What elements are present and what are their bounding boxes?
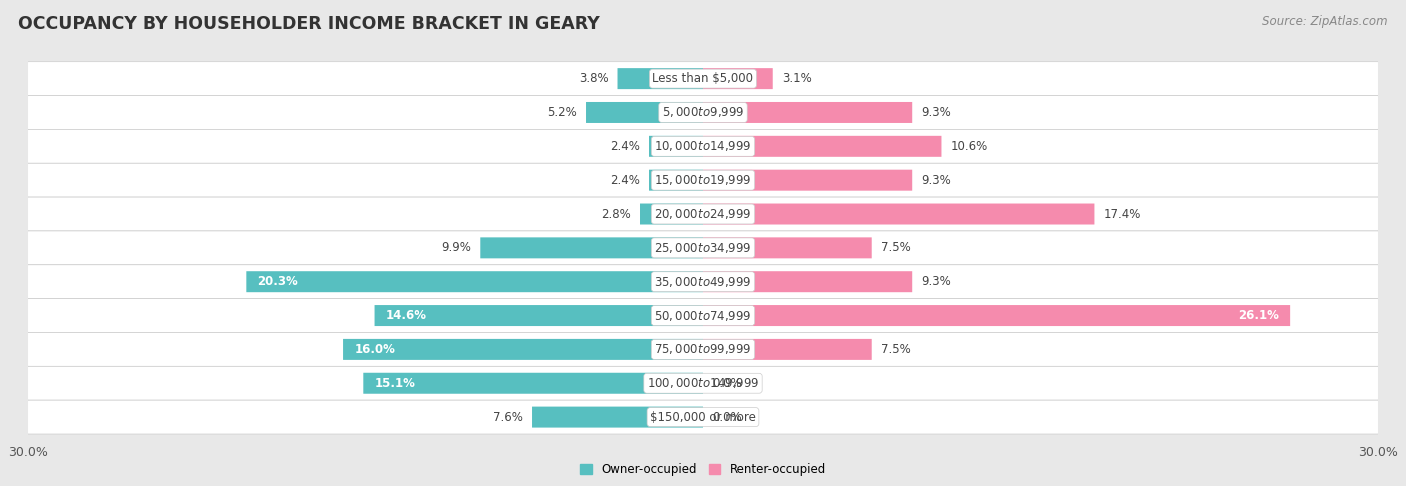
Text: 5.2%: 5.2%: [547, 106, 576, 119]
Text: $100,000 to $149,999: $100,000 to $149,999: [647, 376, 759, 390]
FancyBboxPatch shape: [481, 237, 703, 259]
FancyBboxPatch shape: [28, 332, 1378, 366]
FancyBboxPatch shape: [640, 204, 703, 225]
FancyBboxPatch shape: [703, 339, 872, 360]
Text: $25,000 to $34,999: $25,000 to $34,999: [654, 241, 752, 255]
Text: 15.1%: 15.1%: [374, 377, 415, 390]
Legend: Owner-occupied, Renter-occupied: Owner-occupied, Renter-occupied: [575, 458, 831, 481]
Text: 26.1%: 26.1%: [1239, 309, 1279, 322]
Text: 14.6%: 14.6%: [385, 309, 427, 322]
FancyBboxPatch shape: [617, 68, 703, 89]
Text: 16.0%: 16.0%: [354, 343, 395, 356]
Text: 10.6%: 10.6%: [950, 140, 987, 153]
FancyBboxPatch shape: [28, 366, 1378, 400]
FancyBboxPatch shape: [650, 170, 703, 191]
Text: 2.4%: 2.4%: [610, 140, 640, 153]
Text: 0.0%: 0.0%: [711, 377, 741, 390]
FancyBboxPatch shape: [363, 373, 703, 394]
Text: 7.5%: 7.5%: [880, 242, 911, 254]
Text: $20,000 to $24,999: $20,000 to $24,999: [654, 207, 752, 221]
Text: 2.8%: 2.8%: [602, 208, 631, 221]
Text: 9.9%: 9.9%: [441, 242, 471, 254]
Text: $35,000 to $49,999: $35,000 to $49,999: [654, 275, 752, 289]
Text: 9.3%: 9.3%: [921, 174, 950, 187]
FancyBboxPatch shape: [650, 136, 703, 157]
FancyBboxPatch shape: [703, 305, 1291, 326]
Text: 7.5%: 7.5%: [880, 343, 911, 356]
FancyBboxPatch shape: [703, 102, 912, 123]
FancyBboxPatch shape: [28, 298, 1378, 332]
FancyBboxPatch shape: [28, 197, 1378, 231]
FancyBboxPatch shape: [703, 170, 912, 191]
Text: $5,000 to $9,999: $5,000 to $9,999: [662, 105, 744, 120]
Text: $75,000 to $99,999: $75,000 to $99,999: [654, 343, 752, 356]
FancyBboxPatch shape: [703, 68, 773, 89]
Text: OCCUPANCY BY HOUSEHOLDER INCOME BRACKET IN GEARY: OCCUPANCY BY HOUSEHOLDER INCOME BRACKET …: [18, 15, 600, 33]
FancyBboxPatch shape: [703, 136, 942, 157]
FancyBboxPatch shape: [28, 62, 1378, 96]
FancyBboxPatch shape: [28, 231, 1378, 265]
Text: 9.3%: 9.3%: [921, 106, 950, 119]
Text: 0.0%: 0.0%: [711, 411, 741, 424]
FancyBboxPatch shape: [531, 407, 703, 428]
Text: 3.1%: 3.1%: [782, 72, 811, 85]
Text: 20.3%: 20.3%: [257, 275, 298, 288]
FancyBboxPatch shape: [343, 339, 703, 360]
FancyBboxPatch shape: [703, 237, 872, 259]
Text: $50,000 to $74,999: $50,000 to $74,999: [654, 309, 752, 323]
Text: 2.4%: 2.4%: [610, 174, 640, 187]
FancyBboxPatch shape: [374, 305, 703, 326]
FancyBboxPatch shape: [28, 400, 1378, 434]
Text: 17.4%: 17.4%: [1104, 208, 1140, 221]
Text: 7.6%: 7.6%: [494, 411, 523, 424]
FancyBboxPatch shape: [28, 265, 1378, 298]
FancyBboxPatch shape: [703, 204, 1094, 225]
FancyBboxPatch shape: [28, 129, 1378, 163]
Text: 9.3%: 9.3%: [921, 275, 950, 288]
Text: $15,000 to $19,999: $15,000 to $19,999: [654, 173, 752, 187]
FancyBboxPatch shape: [703, 271, 912, 292]
Text: 3.8%: 3.8%: [579, 72, 609, 85]
Text: $10,000 to $14,999: $10,000 to $14,999: [654, 139, 752, 153]
FancyBboxPatch shape: [586, 102, 703, 123]
Text: $150,000 or more: $150,000 or more: [650, 411, 756, 424]
FancyBboxPatch shape: [28, 96, 1378, 129]
FancyBboxPatch shape: [246, 271, 703, 292]
Text: Less than $5,000: Less than $5,000: [652, 72, 754, 85]
FancyBboxPatch shape: [28, 163, 1378, 197]
Text: Source: ZipAtlas.com: Source: ZipAtlas.com: [1263, 15, 1388, 28]
